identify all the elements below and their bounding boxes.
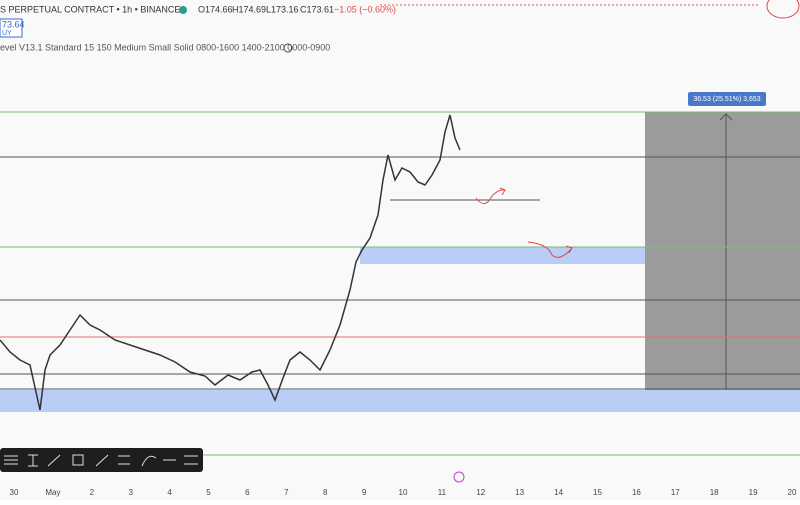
time-label: 15: [593, 488, 602, 497]
time-label: 12: [476, 488, 485, 497]
price-line: [0, 114, 461, 411]
time-label: 10: [399, 488, 408, 497]
status-dot: [179, 6, 187, 14]
time-label: 20: [788, 488, 797, 497]
time-label: 16: [632, 488, 641, 497]
time-label: 30: [10, 488, 19, 497]
time-label: 18: [710, 488, 719, 497]
close: C173.61: [300, 4, 334, 14]
time-label: 5: [206, 488, 211, 497]
time-label: May: [45, 488, 60, 497]
toolbar: [0, 448, 203, 472]
high: H174.69: [232, 4, 266, 14]
time-label: 17: [671, 488, 680, 497]
time-label: 14: [554, 488, 563, 497]
measure-label-bg: [688, 92, 766, 106]
time-label: 6: [245, 488, 250, 497]
time-label: 4: [167, 488, 172, 497]
open: O174.66: [198, 4, 233, 14]
arrow-drawing: [527, 241, 573, 258]
change: −1.05 (−0.60%): [334, 4, 396, 14]
measure-label: 36.53 (25.51%) 3,653: [693, 96, 760, 103]
toolbar-icons[interactable]: [4, 454, 198, 467]
time-label: 8: [323, 488, 328, 497]
time-label: 11: [438, 488, 447, 497]
time-label: 2: [90, 488, 95, 497]
time-label: 9: [362, 488, 367, 497]
eye-icon[interactable]: [283, 43, 293, 53]
replay-icon[interactable]: [453, 471, 465, 483]
arrow-drawing: [475, 187, 506, 204]
measure-arrow: [719, 113, 733, 121]
time-label: 3: [128, 488, 133, 497]
time-label: 19: [749, 488, 758, 497]
side: UY: [2, 30, 12, 37]
indicator: evel V13.1 Standard 15 150 Medium Small …: [0, 42, 330, 52]
low: L173.16: [266, 4, 299, 14]
time-label: 13: [515, 488, 524, 497]
time-label: 7: [284, 488, 289, 497]
circle-drawing: [766, 0, 800, 19]
price-box: [0, 18, 23, 38]
measure-box: [645, 112, 800, 390]
symbol: S PERPETUAL CONTRACT • 1h • BINANCE: [0, 4, 180, 14]
price: 73.64: [2, 19, 25, 29]
zone: [0, 390, 800, 412]
